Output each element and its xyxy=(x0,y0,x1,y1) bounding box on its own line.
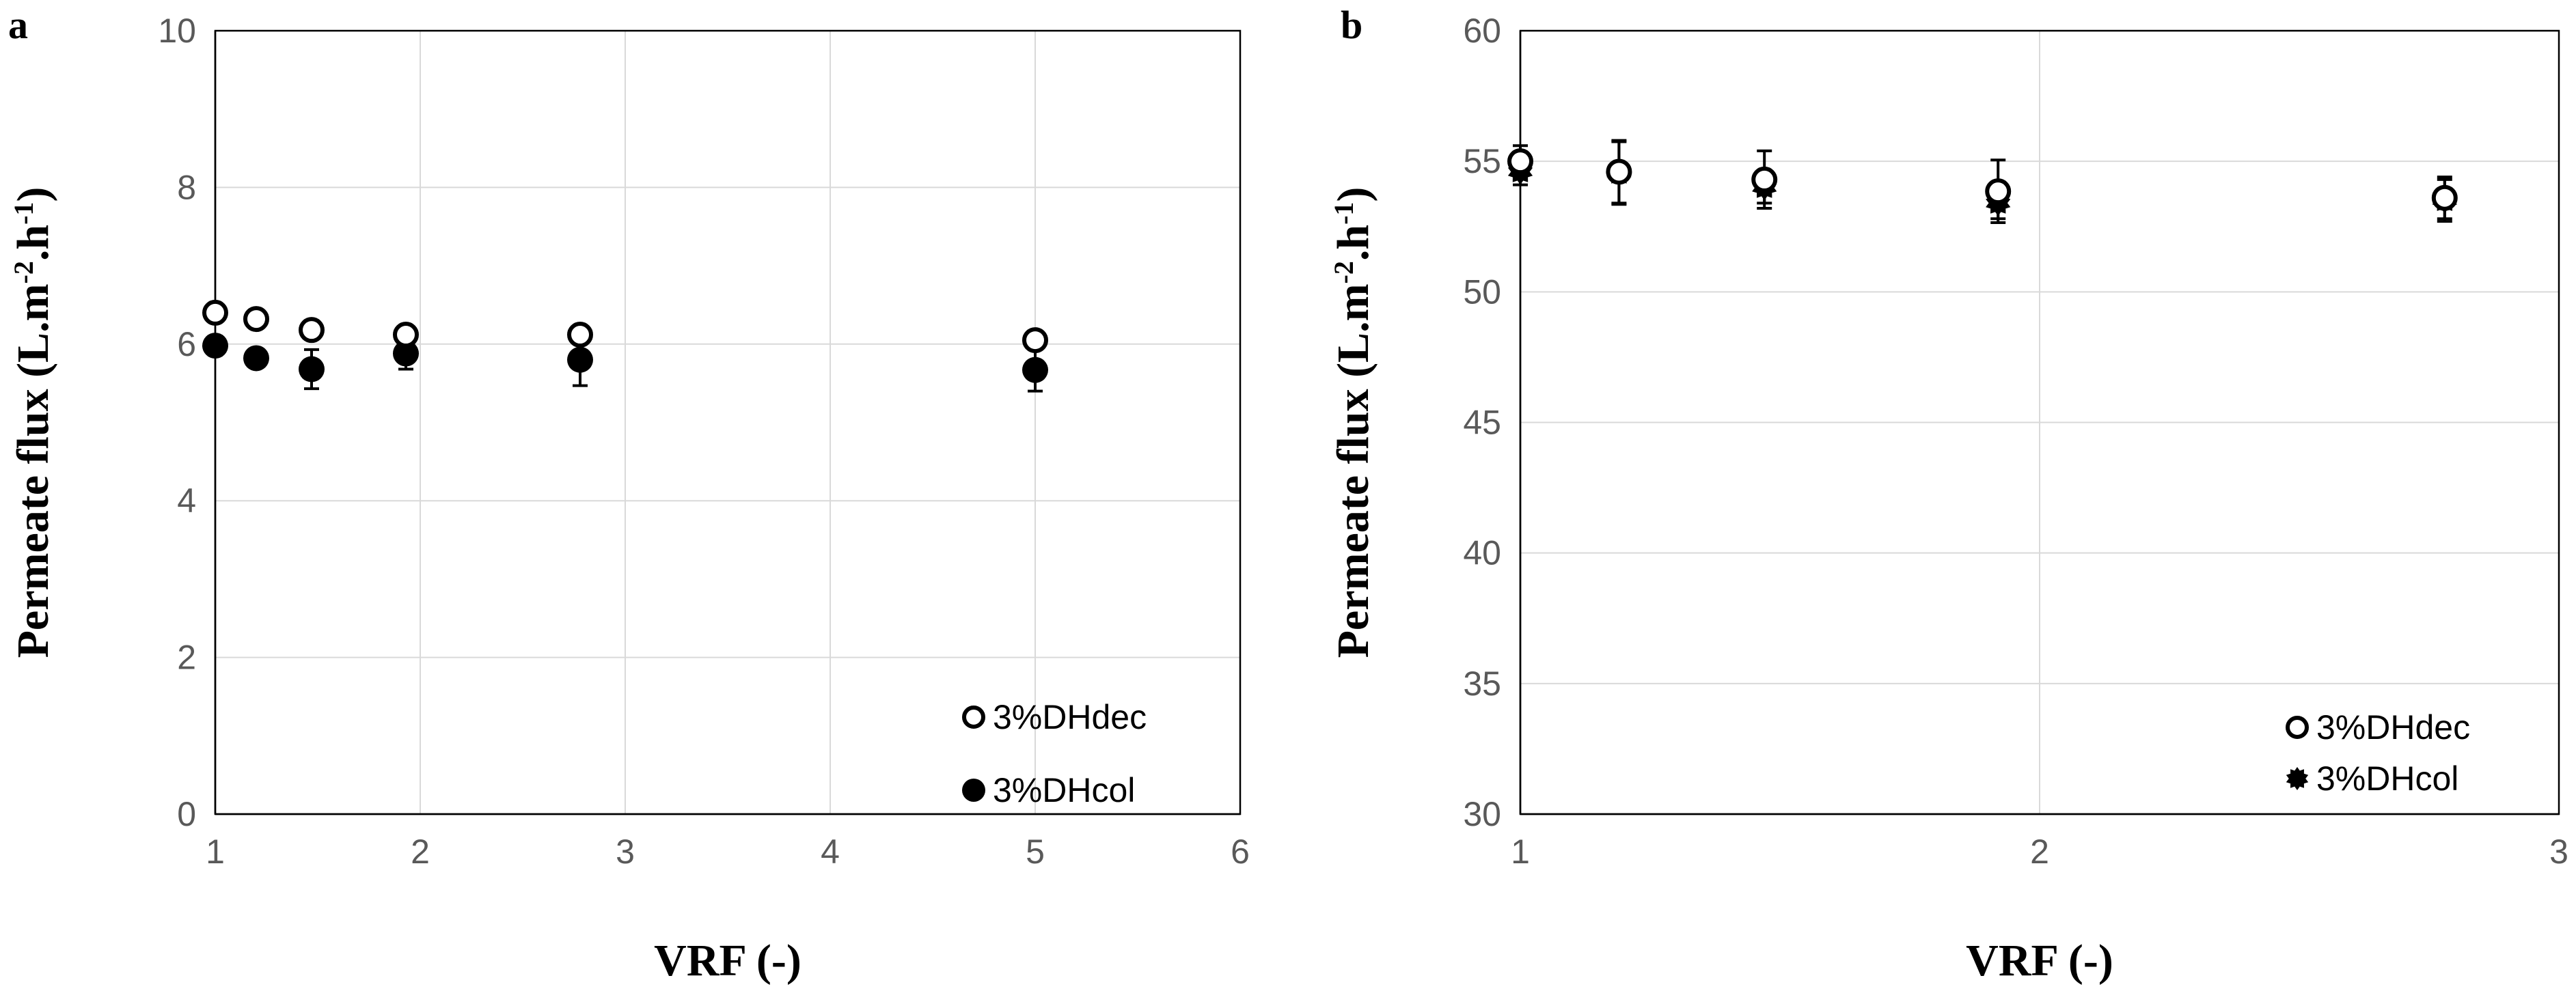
panel-b-ylabel-main: Permeate flux (L.m xyxy=(1328,283,1378,658)
x-tick-label: 3 xyxy=(616,833,635,871)
panel-a-ylabel-sup2: -1 xyxy=(8,202,39,225)
panel-b-ylabel-sup1: -2 xyxy=(1328,261,1359,283)
panel-b-tick-labels: 30 35 40 45 50 55 60 1 2 3 xyxy=(1463,12,2568,871)
legend-marker-3-dhdec xyxy=(2286,716,2309,739)
panel-b-grid xyxy=(1520,30,2560,814)
data-point-3-dhdec xyxy=(1507,148,1533,175)
x-tick-label: 1 xyxy=(1511,833,1530,871)
panel-a-legend: 3%DHdec 3%DHcol xyxy=(962,698,1147,809)
panel-a-grid xyxy=(215,30,1241,814)
data-point-3-dhcol xyxy=(299,356,325,382)
data-point-3-dhdec xyxy=(202,299,228,326)
y-tick-label: 10 xyxy=(158,12,196,50)
data-point-3-dhcol xyxy=(1022,357,1048,383)
x-tick-label: 2 xyxy=(411,833,430,871)
panel-b-x-axis-title: VRF (-) xyxy=(1966,936,2113,986)
data-point-3-dhdec xyxy=(1985,178,2012,205)
panel-b-ylabel-end: ) xyxy=(1328,187,1378,202)
panel-a-x-axis-title: VRF (-) xyxy=(654,936,801,986)
x-tick-label: 1 xyxy=(206,833,225,871)
data-point-3-dhdec xyxy=(393,322,419,348)
panel-b-data-points xyxy=(1507,139,2458,225)
data-point-3-dhcol xyxy=(202,333,228,359)
legend-symbol xyxy=(962,706,985,729)
panel-b-legend: 3%DHdec 3%DHcol xyxy=(2286,708,2470,798)
x-tick-label: 2 xyxy=(2030,833,2049,871)
y-tick-label: 60 xyxy=(1463,12,1501,50)
legend-symbol xyxy=(2286,767,2309,790)
y-tick-label: 0 xyxy=(177,795,196,833)
panel-b-ylabel-sup2: -1 xyxy=(1328,202,1359,225)
panel-a-ylabel-sup1: -2 xyxy=(8,261,39,283)
y-tick-label: 30 xyxy=(1463,795,1501,833)
data-point-3-dhdec xyxy=(567,322,593,348)
panel-b-letter: b xyxy=(1341,3,1362,47)
panel-a-data-points xyxy=(202,299,1048,393)
panel-a-y-axis-title: Permeate flux (L.m-2.h-1) xyxy=(8,187,59,658)
panel-a-letter: a xyxy=(8,3,28,47)
data-point-3-dhcol xyxy=(243,345,269,372)
data-point-3-dhdec xyxy=(1606,158,1632,185)
panel-a-ylabel-main: Permeate flux (L.m xyxy=(8,283,58,658)
legend-symbol xyxy=(962,779,985,802)
data-point-3-dhdec xyxy=(299,317,325,344)
y-tick-label: 55 xyxy=(1463,142,1501,180)
y-tick-label: 8 xyxy=(177,168,196,206)
legend-marker-3-dhcol xyxy=(2286,767,2309,790)
panel-b: b 30 35 40 45 50 55 60 1 2 3 VRF (-) Permeate flu… xyxy=(1328,3,2568,986)
data-point-3-dhdec xyxy=(2431,184,2458,211)
panel-b-y-axis-title: Permeate flux (L.m-2.h-1) xyxy=(1328,187,1379,658)
y-tick-label: 45 xyxy=(1463,404,1501,442)
y-tick-label: 2 xyxy=(177,639,196,677)
legend-symbol xyxy=(2286,716,2309,739)
plot-frame xyxy=(214,29,1242,815)
panel-b-ylabel-mid: .h xyxy=(1328,225,1378,261)
data-point-3-dhcol xyxy=(567,346,593,373)
legend-label-3-dhdec: 3%DHdec xyxy=(993,698,1147,736)
data-point-3-dhcol xyxy=(393,340,419,367)
legend-label-3-dhcol: 3%DHcol xyxy=(2316,759,2458,798)
y-tick-label: 4 xyxy=(177,481,196,520)
legend-marker-3-dhcol xyxy=(962,779,985,802)
data-point-3-dhdec xyxy=(1022,327,1048,354)
x-tick-label: 5 xyxy=(1026,833,1045,871)
y-tick-label: 40 xyxy=(1463,534,1501,572)
data-point-3-dhdec xyxy=(243,306,269,333)
x-tick-label: 4 xyxy=(821,833,840,871)
legend-marker-3-dhdec xyxy=(962,706,985,729)
data-point-3-dhdec xyxy=(1751,166,1778,193)
panel-a-ylabel-mid: .h xyxy=(8,225,58,261)
legend-label-3-dhcol: 3%DHcol xyxy=(993,771,1135,809)
x-tick-label: 3 xyxy=(2549,833,2568,871)
panel-a-axes xyxy=(214,29,1242,815)
panel-a-ylabel-end: ) xyxy=(8,187,58,202)
legend-label-3-dhdec: 3%DHdec xyxy=(2316,708,2470,746)
y-tick-label: 6 xyxy=(177,325,196,363)
y-tick-label: 35 xyxy=(1463,665,1501,703)
y-tick-label: 50 xyxy=(1463,273,1501,311)
x-tick-label: 6 xyxy=(1231,833,1250,871)
